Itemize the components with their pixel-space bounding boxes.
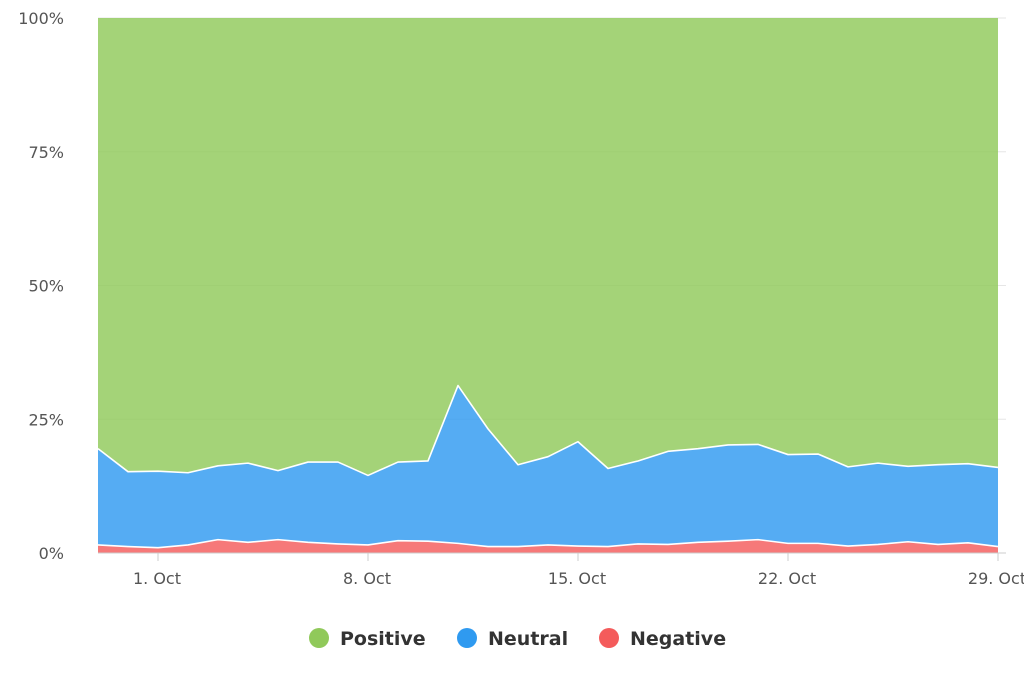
legend-marker: [309, 628, 329, 648]
series-line-negative: [97, 538, 999, 549]
legend-label: Positive: [340, 628, 426, 650]
area-negative: [98, 539, 998, 553]
series-areas: [97, 18, 999, 553]
legend-item-positive[interactable]: Positive: [309, 628, 426, 650]
legend-marker: [457, 628, 477, 648]
x-tick-label: 1. Oct: [133, 569, 181, 588]
x-tick-label: 15. Oct: [548, 569, 606, 588]
y-tick-label: 75%: [28, 143, 64, 162]
area-positive: [98, 18, 998, 476]
legend-item-negative[interactable]: Negative: [599, 628, 726, 650]
legend-item-neutral[interactable]: Neutral: [457, 628, 568, 650]
y-tick-label: 25%: [28, 410, 64, 429]
legend-marker: [599, 628, 619, 648]
legend-label: Negative: [630, 628, 726, 650]
x-axis-ticks: 1. Oct 8. Oct 15. Oct 22. Oct 29. Oct: [133, 553, 1024, 588]
y-tick-label: 50%: [28, 277, 64, 296]
area-neutral: [98, 385, 998, 548]
x-tick-label: 29. Oct: [968, 569, 1024, 588]
legend[interactable]: Positive Neutral Negative: [309, 628, 726, 650]
x-tick-label: 22. Oct: [758, 569, 816, 588]
y-tick-label: 100%: [18, 9, 64, 28]
series-line-neutral: [97, 384, 999, 477]
y-tick-label: 0%: [39, 544, 64, 563]
legend-label: Neutral: [488, 628, 568, 650]
y-axis-ticks: 0% 25% 50% 75% 100%: [18, 9, 64, 563]
x-tick-label: 8. Oct: [343, 569, 391, 588]
